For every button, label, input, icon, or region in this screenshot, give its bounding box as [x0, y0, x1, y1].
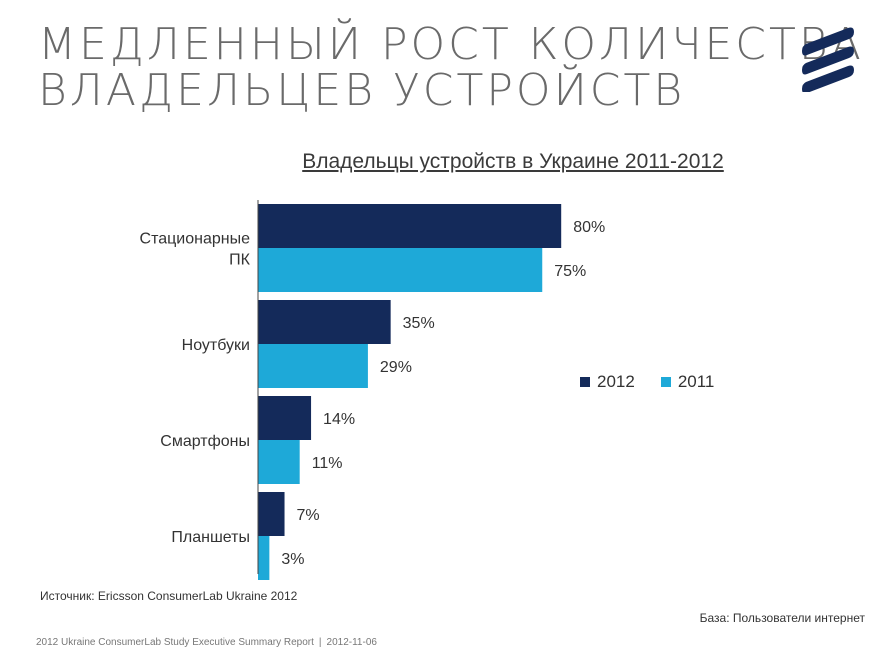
- category-label-2-0: Смартфоны: [160, 433, 250, 450]
- category-label-0-1: ПК: [229, 252, 251, 269]
- bar-2012-3: [258, 492, 285, 536]
- footer-date: 2012-11-06: [326, 637, 377, 648]
- legend-label-2012: 2012: [597, 372, 635, 391]
- data-label-2012-3: 7%: [297, 507, 320, 524]
- footer-separator: |: [318, 637, 322, 648]
- bar-2011-0: [258, 248, 543, 292]
- legend-label-2011: 2011: [677, 372, 715, 391]
- slide-title-line-1: Медленный рост количества: [38, 19, 864, 70]
- bar-2012-0: [258, 204, 562, 248]
- data-label-2012-0: 80%: [573, 219, 605, 236]
- legend-item-2011: 2011: [660, 372, 715, 392]
- data-label-2011-2: 11%: [312, 455, 343, 472]
- bar-2012-2: [258, 396, 312, 440]
- legend-swatch-2011: [660, 377, 671, 387]
- category-label-3-0: Планшеты: [171, 529, 250, 546]
- bar-2012-1: [258, 300, 391, 344]
- data-label-2012-2: 14%: [323, 411, 355, 428]
- data-label-2011-0: 75%: [554, 263, 586, 280]
- source-note: Источник: Ericsson ConsumerLab Ukraine 2…: [40, 589, 298, 603]
- bar-2011-2: [258, 440, 300, 484]
- slide-title-line-2: владельцев устройств: [38, 65, 686, 116]
- category-label-0-0: Стационарные: [140, 231, 251, 248]
- bar-2011-3: [258, 536, 270, 580]
- footer-report: 2012 Ukraine ConsumerLab Study Executive…: [36, 637, 314, 648]
- bar-2011-1: [258, 344, 368, 388]
- chart-legend: 2012 2011: [580, 372, 714, 392]
- logo-stripes: [802, 27, 854, 92]
- legend-swatch-2012: [580, 377, 590, 387]
- data-label-2012-1: 35%: [403, 315, 435, 332]
- slide-title: Медленный рост количества владельцев уст…: [38, 19, 864, 116]
- footer: 2012 Ukraine ConsumerLab Study Executive…: [36, 637, 377, 648]
- data-label-2011-3: 3%: [281, 551, 304, 568]
- chart-title: Владельцы устройств в Украине 2011-2012: [302, 150, 724, 173]
- data-label-2011-1: 29%: [380, 359, 412, 376]
- ericsson-logo-icon: [802, 27, 854, 92]
- base-note: База: Пользователи интернет: [699, 611, 865, 625]
- legend-item-2012: 2012: [580, 372, 635, 392]
- category-label-1-0: Ноутбуки: [182, 337, 250, 354]
